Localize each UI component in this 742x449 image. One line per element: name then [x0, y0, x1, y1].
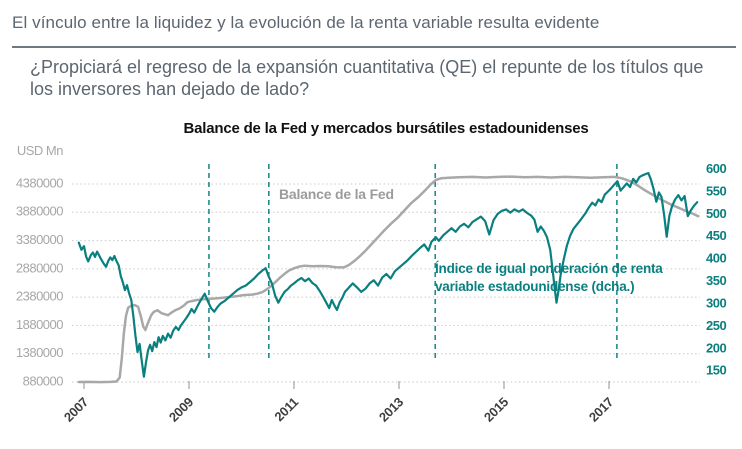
- equity-index-series-label: Índice de igual ponderación de renta var…: [435, 261, 663, 294]
- right-axis-tick-label: 500: [706, 206, 726, 221]
- right-axis-tick-label: 150: [706, 363, 726, 378]
- chart-title: Balance de la Fed y mercados bursátiles …: [183, 120, 589, 137]
- right-axis-tick-label: 300: [706, 295, 726, 310]
- right-axis-tick-label: 350: [706, 273, 726, 288]
- fed-balance-line: [77, 175, 700, 384]
- left-axis-tick-label: 4380000: [16, 175, 63, 190]
- left-axis-tick-label: 1380000: [16, 345, 63, 360]
- left-axis-tick-label: 1880000: [16, 317, 63, 332]
- right-axis-tick-label: 600: [706, 161, 726, 176]
- left-axis-tick-label: 2880000: [16, 260, 63, 275]
- right-axis-tick-label: 400: [706, 251, 726, 266]
- right-axis-tick-label: 250: [706, 318, 726, 333]
- right-axis-tick-label: 450: [706, 228, 726, 243]
- divider: [12, 46, 736, 48]
- x-axis-year-label: 2007: [61, 394, 91, 424]
- left-axis-tick-label: 2380000: [16, 289, 63, 304]
- right-axis-tick-label: 200: [706, 340, 726, 355]
- left-axis-tick-label: 3380000: [16, 232, 63, 247]
- left-axis-unit-label: USD Mn: [16, 143, 64, 158]
- x-axis-year-label: 2017: [586, 394, 616, 424]
- page-title: El vínculo entre la liquidez y la evoluc…: [12, 13, 600, 32]
- page-subtitle: ¿Propiciará el regreso de la expansión c…: [30, 57, 704, 99]
- x-axis-year-label: 2015: [481, 394, 511, 424]
- left-axis-tick-label: 880000: [23, 373, 64, 388]
- x-axis-year-label: 2009: [166, 394, 196, 424]
- equity-index-line: [77, 172, 699, 378]
- x-axis-year-label: 2013: [376, 394, 406, 424]
- right-axis-tick-label: 550: [706, 183, 726, 198]
- fed-balance-series-label: Balance de la Fed: [279, 186, 394, 202]
- left-axis-tick-label: 3880000: [16, 204, 63, 219]
- x-axis-year-label: 2011: [271, 394, 301, 424]
